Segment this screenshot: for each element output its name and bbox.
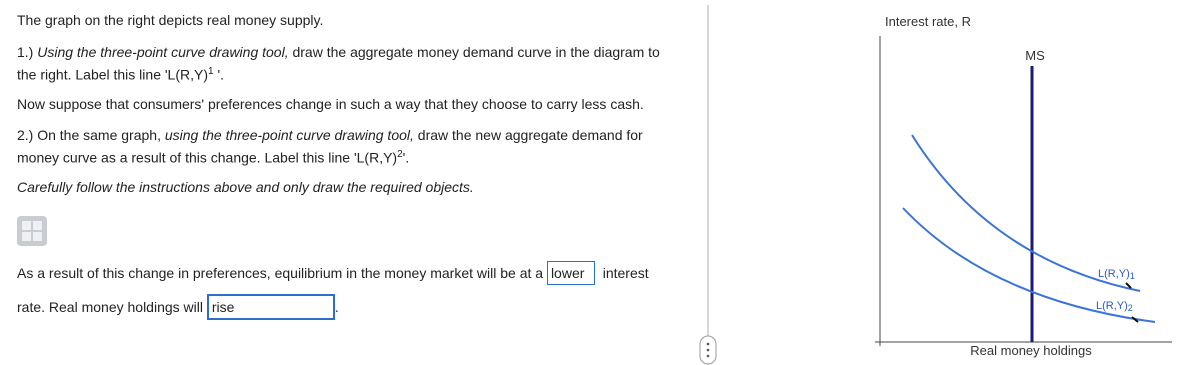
sup: 2 <box>397 149 403 160</box>
step1: 1.) Using the three-point curve drawing … <box>17 42 667 85</box>
text: '. <box>402 149 410 166</box>
text: Using the three-point curve drawing tool… <box>37 44 289 60</box>
ms-label: MS <box>1025 48 1045 63</box>
label-pointer <box>1131 316 1139 323</box>
curve-1-label: L(R,Y)1 <box>1098 268 1135 281</box>
dot <box>706 354 710 358</box>
text: 1.) <box>17 44 34 60</box>
answer-box[interactable]: rise <box>206 294 335 320</box>
text: As a result of this change in preference… <box>17 265 544 281</box>
y-axis-label: Interest rate, R <box>885 14 971 29</box>
note: Carefully follow the instructions above … <box>17 177 667 197</box>
answer-line2: rate. Real money holdings will rise. <box>17 294 697 320</box>
answer-box[interactable]: lower <box>546 261 595 285</box>
sup: 1 <box>208 66 214 77</box>
curve-1 <box>911 134 1141 292</box>
text: 2.) On the same graph, <box>17 127 161 143</box>
tool-icon[interactable] <box>17 216 47 246</box>
text: Carefully follow the instructions above … <box>17 179 474 195</box>
text: . <box>334 299 339 315</box>
sub: 1 <box>1130 271 1135 281</box>
label-pointer <box>1125 282 1132 289</box>
text: L(R,Y) <box>1098 268 1130 280</box>
dot <box>706 348 710 352</box>
dot <box>706 342 710 346</box>
text: draw the new aggregate demand for money … <box>17 127 643 166</box>
curve-2 <box>902 207 1156 323</box>
text: draw the aggregate money demand curve in… <box>17 44 660 83</box>
intro: The graph on the right depicts real mone… <box>17 12 324 28</box>
text: using the three-point curve drawing tool… <box>164 127 414 143</box>
text: rate. Real money holdings will <box>17 299 203 315</box>
text: interest <box>602 265 649 281</box>
text: '. <box>217 66 225 83</box>
curve-2-label: L(R,Y)2 <box>1096 300 1133 313</box>
change: Now suppose that consumers' preferences … <box>17 96 644 112</box>
answer-line1: As a result of this change in preference… <box>17 261 697 285</box>
text: L(R,Y) <box>1096 300 1128 312</box>
sub: 2 <box>1128 303 1133 313</box>
step2: 2.) On the same graph, using the three-p… <box>17 125 667 168</box>
x-axis-label: Real money holdings <box>970 343 1092 358</box>
